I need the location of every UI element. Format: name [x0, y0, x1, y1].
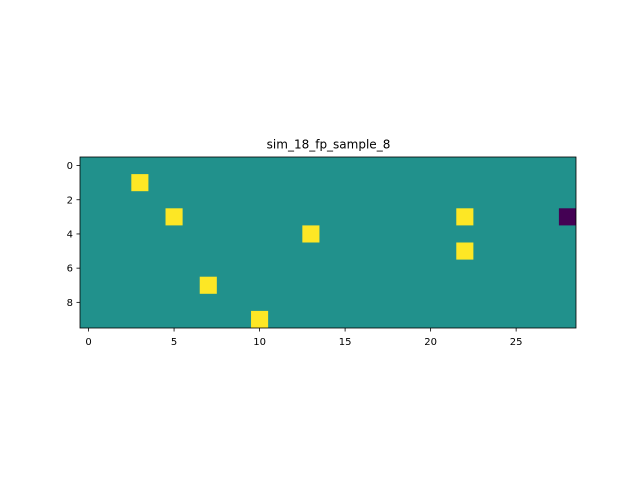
- y-tick-label: 0: [67, 161, 73, 172]
- x-tick-label: 20: [424, 337, 437, 348]
- heatmap-cell: [456, 242, 474, 260]
- heatmap-cell: [456, 208, 474, 226]
- plot-frame: [79, 156, 577, 329]
- heatmap-cell: [251, 310, 269, 328]
- x-tick-label: 5: [171, 337, 177, 348]
- y-tick-label: 6: [67, 264, 73, 275]
- y-tick-label: 2: [67, 195, 73, 206]
- heatmap-cell: [165, 208, 183, 226]
- heatmap-cell: [558, 208, 576, 226]
- x-tick-label: 0: [85, 337, 91, 348]
- heatmap-cell: [302, 225, 320, 243]
- x-axis: 0 5 10 15 20 25: [85, 328, 523, 348]
- heatmap-background: [80, 157, 576, 328]
- heatmap-cell: [199, 276, 217, 294]
- heatmap-cell: [131, 174, 149, 192]
- y-axis: 0 2 4 6 8: [67, 161, 80, 309]
- y-tick-label: 4: [67, 229, 73, 240]
- y-tick-label: 8: [67, 298, 73, 309]
- x-tick-label: 15: [339, 337, 352, 348]
- chart-title: sim_18_fp_sample_8: [267, 138, 391, 152]
- plot-area: [80, 157, 576, 328]
- x-tick-label: 10: [253, 337, 266, 348]
- x-tick-label: 25: [510, 337, 523, 348]
